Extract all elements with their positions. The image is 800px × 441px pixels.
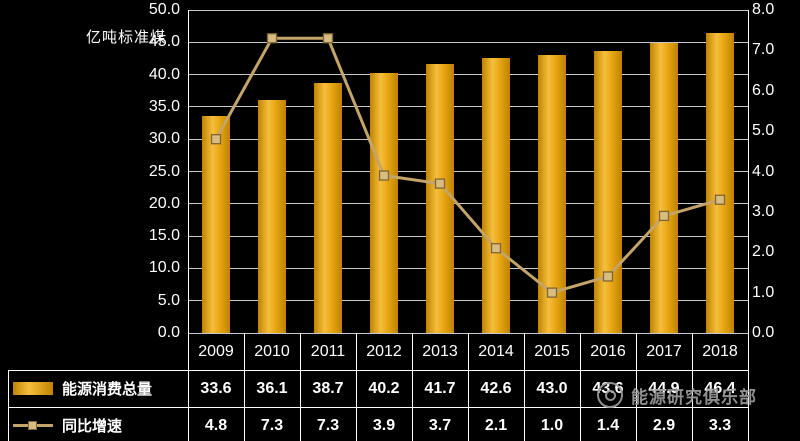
table-vline <box>692 333 693 441</box>
left-axis-tick-label: 30.0 <box>148 130 180 148</box>
left-axis-tick-label: 50.0 <box>148 1 180 18</box>
right-axis-tick-label: 3.0 <box>752 202 775 220</box>
legend-label-growth: 同比增速 <box>62 418 123 435</box>
right-axis-tick-label: 4.0 <box>752 162 775 180</box>
gridline <box>188 9 748 11</box>
table-vline <box>412 333 413 441</box>
table-vline <box>748 333 749 441</box>
left-axis-tick-label: 0.0 <box>157 324 180 341</box>
left-axis-unit-label: 亿吨标准煤 <box>86 29 167 46</box>
right-axis-line <box>748 10 749 333</box>
left-axis-tick-label: 45.0 <box>148 33 180 51</box>
watermark: 能源研究俱乐部 <box>597 382 757 408</box>
table-vline <box>524 333 525 441</box>
bar-2010 <box>258 99 286 333</box>
year-cell: 2013 <box>422 343 458 360</box>
left-axis-tick-label: 20.0 <box>148 194 180 212</box>
value-cell-growth: 7.3 <box>316 417 340 434</box>
right-axis-tick-label: 8.0 <box>752 1 775 18</box>
table-vline <box>300 333 301 441</box>
value-cell-consumption: 33.6 <box>200 380 232 397</box>
value-cell-consumption: 44.9 <box>648 380 680 397</box>
right-axis-tick-label: 5.0 <box>752 122 775 140</box>
right-axis-tick-label: 2.0 <box>752 243 775 261</box>
year-cell: 2017 <box>646 343 682 360</box>
table-hline <box>8 370 748 371</box>
legend-label-consumption: 能源消费总量 <box>62 381 153 398</box>
value-cell-growth: 3.9 <box>372 417 396 434</box>
value-cell-consumption: 42.6 <box>480 380 512 397</box>
watermark-logo-inner-ring-icon <box>604 389 616 401</box>
value-cell-consumption: 46.4 <box>704 380 736 397</box>
legend-item-growth: 同比增速 <box>13 407 122 441</box>
year-cell: 2012 <box>366 343 402 360</box>
line-legend-swatch-icon <box>13 419 53 432</box>
left-axis-tick-label: 10.0 <box>148 259 180 277</box>
left-axis-line <box>188 10 189 333</box>
right-axis-tick-label: 0.0 <box>752 324 775 341</box>
value-cell-growth: 3.7 <box>428 417 452 434</box>
bar-2014 <box>482 57 510 333</box>
watermark-text: 能源研究俱乐部 <box>631 387 757 407</box>
value-cell-consumption: 41.7 <box>424 380 456 397</box>
bar-2011 <box>314 82 342 333</box>
table-vline <box>580 333 581 441</box>
value-cell-growth: 1.4 <box>596 417 620 434</box>
bar-2015 <box>538 55 566 333</box>
table-vline <box>188 333 189 441</box>
value-cell-growth: 3.3 <box>708 417 732 434</box>
legend-item-consumption: 能源消费总量 <box>13 370 152 407</box>
value-cell-growth: 1.0 <box>540 417 564 434</box>
bar-2016 <box>594 51 622 333</box>
year-cell: 2016 <box>590 343 626 360</box>
left-axis-tick-label: 25.0 <box>148 162 180 180</box>
watermark-logo-icon <box>597 382 623 408</box>
value-cell-growth: 4.8 <box>204 417 228 434</box>
table-left-border <box>8 370 9 441</box>
left-axis-tick-label: 5.0 <box>157 291 180 309</box>
year-cell: 2018 <box>702 343 738 360</box>
left-axis-tick-label: 35.0 <box>148 97 180 115</box>
table-vline <box>468 333 469 441</box>
right-axis-tick-label: 7.0 <box>752 41 775 59</box>
value-cell-consumption: 40.2 <box>368 380 400 397</box>
table-vline <box>356 333 357 441</box>
year-cell: 2010 <box>254 343 290 360</box>
bar-2018 <box>706 33 734 333</box>
value-cell-growth: 7.3 <box>260 417 284 434</box>
bar-2017 <box>650 42 678 333</box>
right-axis-tick-label: 1.0 <box>752 283 775 301</box>
bar-legend-swatch-icon <box>13 382 53 395</box>
left-axis-tick-label: 40.0 <box>148 65 180 83</box>
year-cell: 2011 <box>310 343 346 360</box>
line-marker-swatch-icon <box>28 421 37 430</box>
year-cell: 2015 <box>534 343 570 360</box>
bar-2013 <box>426 63 454 333</box>
value-cell-growth: 2.9 <box>652 417 676 434</box>
year-cell: 2009 <box>198 343 234 360</box>
left-axis-tick-label: 15.0 <box>148 227 180 245</box>
bar-2012 <box>370 73 398 333</box>
growth-rate-line <box>214 36 721 295</box>
table-vline <box>244 333 245 441</box>
table-hline <box>8 407 748 408</box>
value-cell-consumption: 43.0 <box>536 380 568 397</box>
value-cell-growth: 2.1 <box>484 417 508 434</box>
value-cell-consumption: 38.7 <box>312 380 344 397</box>
bar-2009 <box>202 115 230 333</box>
table-vline <box>636 333 637 441</box>
year-cell: 2014 <box>478 343 514 360</box>
value-cell-consumption: 36.1 <box>256 380 288 397</box>
right-axis-tick-label: 6.0 <box>752 81 775 99</box>
gridline <box>188 300 748 302</box>
